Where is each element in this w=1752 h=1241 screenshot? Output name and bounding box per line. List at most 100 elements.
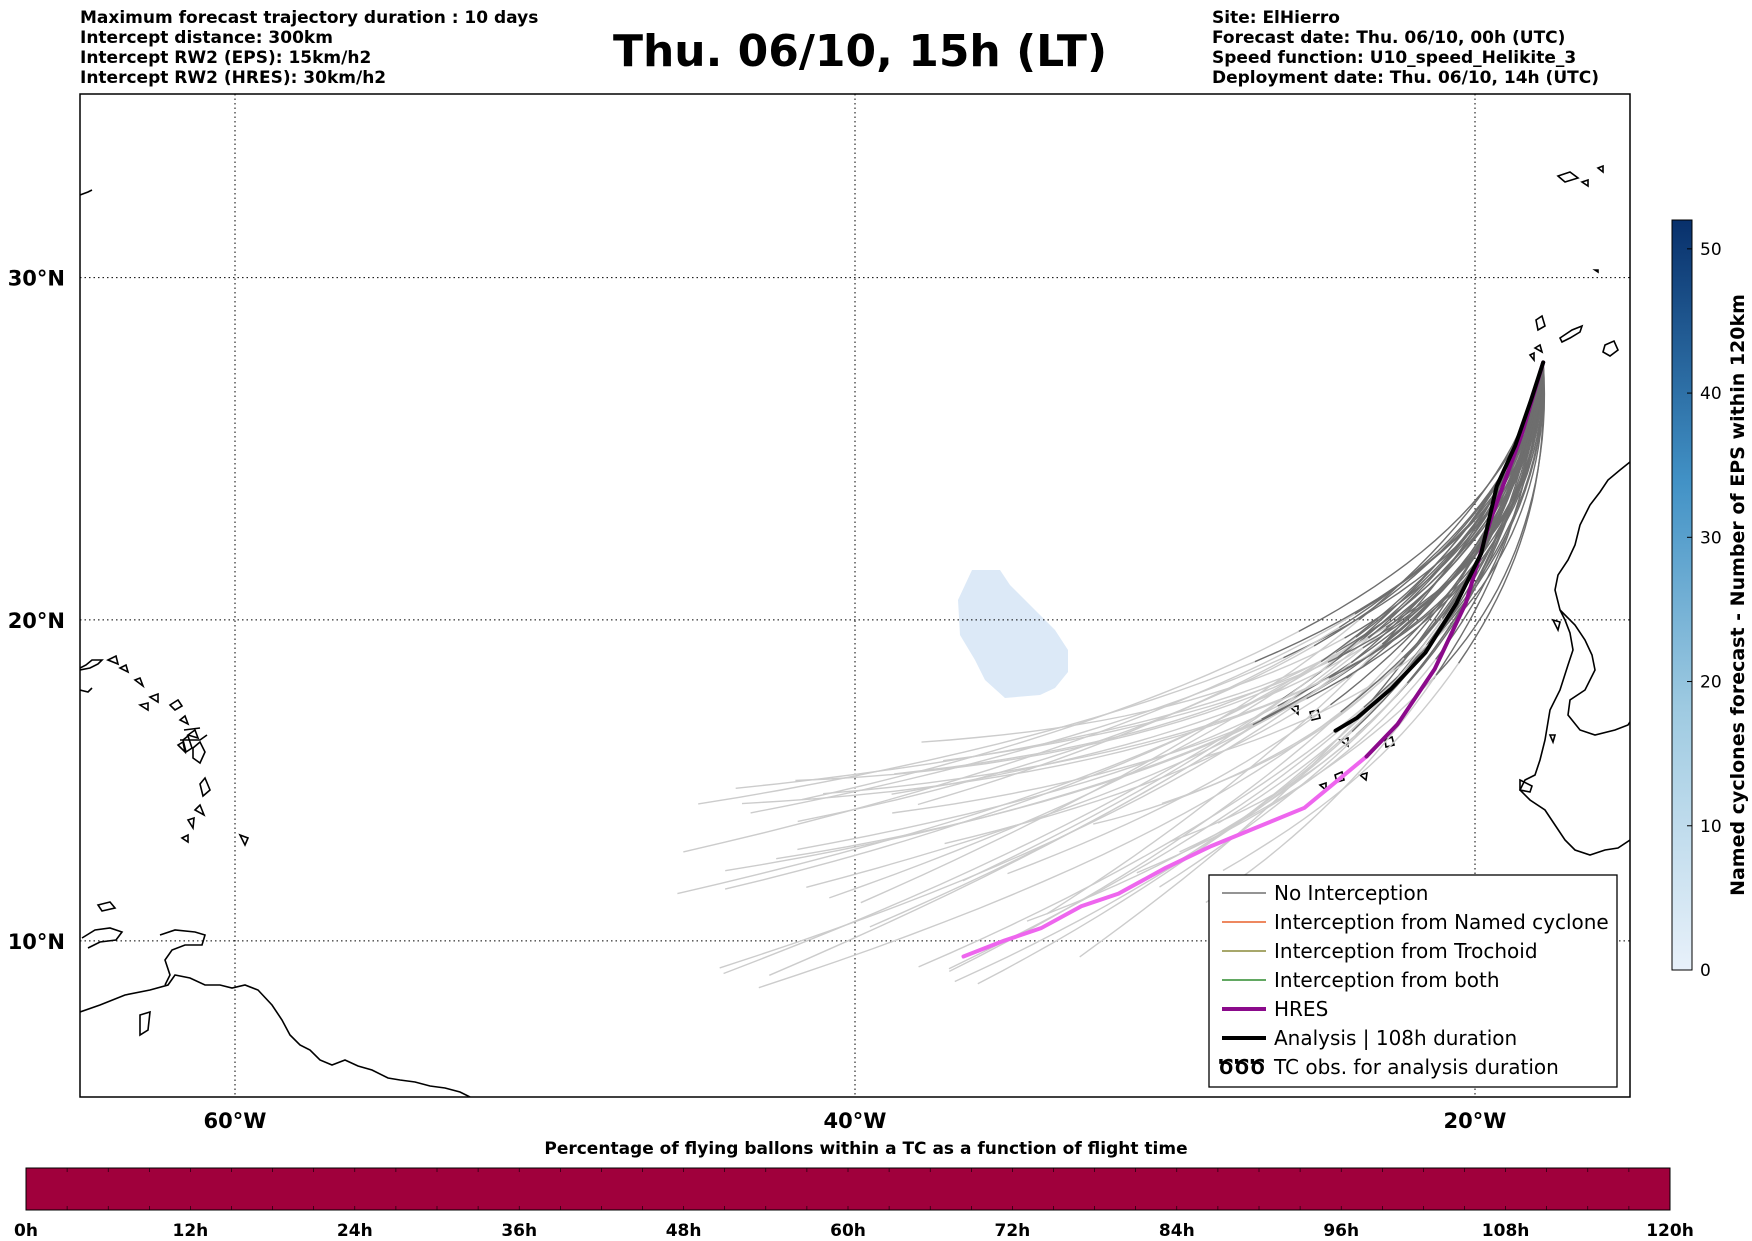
eps-trajectory-late xyxy=(724,636,1357,890)
header-left-line: Intercept RW2 (EPS): 15km/h2 xyxy=(80,48,372,68)
header-left-info: Maximum forecast trajectory duration : 1… xyxy=(80,8,538,88)
eps-trajectory-late xyxy=(1217,618,1443,824)
flight-time-tick-label: 120h xyxy=(1646,1221,1694,1241)
eps-trajectory-late xyxy=(829,661,1322,899)
colorbar-tick-label: 0 xyxy=(1700,961,1711,981)
legend-label: Interception from both xyxy=(1274,968,1500,992)
eps-trajectory-early xyxy=(1435,362,1546,676)
eps-trajectory-late xyxy=(1204,623,1451,758)
eps-trajectory-early xyxy=(1328,362,1544,679)
map-title: Thu. 06/10, 15h (LT) xyxy=(612,26,1108,77)
eps-trajectory-late xyxy=(891,647,1364,795)
eps-trajectory-early xyxy=(1381,362,1544,645)
colorbar-ticks: 0 10 20 30 40 50 xyxy=(1687,240,1722,981)
cyclone-colorbar: 0 10 20 30 40 50 Named cyclones forecast - Nu… xyxy=(1671,219,1749,981)
legend: No Interception Interception from Named c… xyxy=(1208,874,1618,1088)
flight-time-tick-label: 108h xyxy=(1482,1221,1530,1241)
axis-labels: 60°W 40°W 20°W 10°N 20°N 30°N xyxy=(8,267,1507,1133)
eps-trajectory-late xyxy=(1169,682,1408,843)
eps-trajectory-late xyxy=(943,661,1329,762)
eps-trajectory-early xyxy=(1362,362,1544,649)
flight-time-bar: Percentage of flying ballons within a TC… xyxy=(14,1139,1694,1241)
eps-trajectory-late xyxy=(758,711,1342,989)
flight-time-bar-ticks: 0h 12h 24h 36h 48h 60h 72h 84h 96h 108h 120h xyxy=(14,1221,1694,1241)
header-right-line: Site: ElHierro xyxy=(1212,8,1340,28)
eps-trajectory-late xyxy=(801,630,1300,801)
cyclone-probability-area xyxy=(958,570,1068,698)
lat-tick-label: 30°N xyxy=(8,267,65,291)
flight-time-tick-label: 36h xyxy=(501,1221,537,1241)
flight-time-tick-label: 84h xyxy=(1159,1221,1195,1241)
eps-trajectory-late xyxy=(1093,669,1394,825)
colorbar-title: Named cyclones forecast - Number of EPS … xyxy=(1727,294,1749,896)
legend-label: Analysis | 108h duration xyxy=(1274,1026,1517,1050)
flight-time-tick-label: 48h xyxy=(666,1221,702,1241)
legend-label: TC obs. for analysis duration xyxy=(1273,1055,1559,1079)
eps-trajectory-late xyxy=(1046,649,1378,915)
colorbar-tick-label: 30 xyxy=(1700,528,1722,548)
header-right-line: Forecast date: Thu. 06/10, 00h (UTC) xyxy=(1212,28,1566,48)
flight-time-tick-label: 24h xyxy=(337,1221,373,1241)
eps-trajectory-early xyxy=(1355,362,1544,638)
lon-tick-label: 20°W xyxy=(1444,1109,1507,1133)
hres-trajectory-early xyxy=(1364,360,1546,759)
eps-trajectory-early xyxy=(1399,362,1545,675)
legend-label: Interception from Trochoid xyxy=(1274,939,1538,963)
legend-box xyxy=(1208,874,1618,1088)
eps-trajectory-early xyxy=(1320,362,1544,663)
eps-trajectory-late xyxy=(750,657,1284,814)
eps-trajectory-late xyxy=(806,643,1383,888)
colorbar-tick-label: 20 xyxy=(1700,673,1722,693)
eps-trajectory-late xyxy=(1161,657,1405,805)
eps-trajectory-late xyxy=(776,724,1254,860)
eps-trajectory-late xyxy=(683,613,1356,853)
flight-time-tick-label: 96h xyxy=(1323,1221,1359,1241)
eps-trajectory-late xyxy=(823,669,1344,795)
eps-trajectory-late xyxy=(677,638,1361,895)
flight-time-bar-fill xyxy=(25,1167,1671,1211)
colorbar-gradient xyxy=(1671,219,1693,971)
legend-label: No Interception xyxy=(1274,881,1428,905)
colorbar-tick-label: 40 xyxy=(1700,384,1722,404)
header-right-line: Speed function: U10_speed_Helikite_3 xyxy=(1212,48,1577,68)
map-frame xyxy=(79,93,1631,1098)
eps-trajectory-late xyxy=(1205,678,1434,904)
eps-trajectory-late xyxy=(962,656,1339,882)
eps-trajectory-early xyxy=(1435,362,1544,660)
eps-trajectory-late xyxy=(1179,674,1437,853)
header-left-line: Maximum forecast trajectory duration : 1… xyxy=(80,8,539,28)
flight-time-tick-label: 72h xyxy=(995,1221,1031,1241)
header-right-info: Site: ElHierro Forecast date: Thu. 06/10… xyxy=(1212,8,1599,88)
colorbar-tick-label: 10 xyxy=(1700,817,1722,837)
analysis-trajectory xyxy=(1333,360,1546,733)
eps-trajectory-early xyxy=(1254,362,1544,663)
header-left-line: Intercept distance: 300km xyxy=(80,28,333,48)
flight-time-tick-label: 0h xyxy=(14,1221,38,1241)
legend-label: Interception from Named cyclone xyxy=(1274,910,1609,934)
colorbar-tick-label: 50 xyxy=(1700,240,1722,260)
legend-cyclone-icon: ԾԾԾ xyxy=(1218,1055,1265,1079)
eps-trajectory-late xyxy=(719,662,1352,969)
eps-trajectory-late xyxy=(894,651,1337,775)
lon-tick-label: 60°W xyxy=(204,1109,267,1133)
flight-time-bar-title: Percentage of flying ballons within a TC… xyxy=(544,1139,1187,1159)
legend-label: HRES xyxy=(1274,997,1328,1021)
eps-trajectory-late xyxy=(797,705,1279,851)
eps-trajectory-early xyxy=(1363,362,1545,708)
eps-trajectory-late xyxy=(1222,662,1460,872)
eps-trajectory-early xyxy=(1277,362,1544,707)
eps-trajectory-late xyxy=(698,661,1256,805)
eps-trajectory-late xyxy=(869,637,1370,928)
coastlines xyxy=(80,164,1630,1097)
eps-trajectory-late xyxy=(741,677,1330,805)
header-right-line: Deployment date: Thu. 06/10, 14h (UTC) xyxy=(1212,68,1599,88)
flight-time-tick-label: 12h xyxy=(173,1221,209,1241)
header-left-line: Intercept RW2 (HRES): 30km/h2 xyxy=(80,68,387,88)
trajectories xyxy=(677,360,1546,989)
lat-tick-label: 10°N xyxy=(8,930,65,954)
hres-trajectory-late xyxy=(961,754,1369,959)
eps-trajectory-early xyxy=(1458,362,1545,664)
lat-tick-label: 20°N xyxy=(8,609,65,633)
lon-tick-label: 40°W xyxy=(824,1109,887,1133)
